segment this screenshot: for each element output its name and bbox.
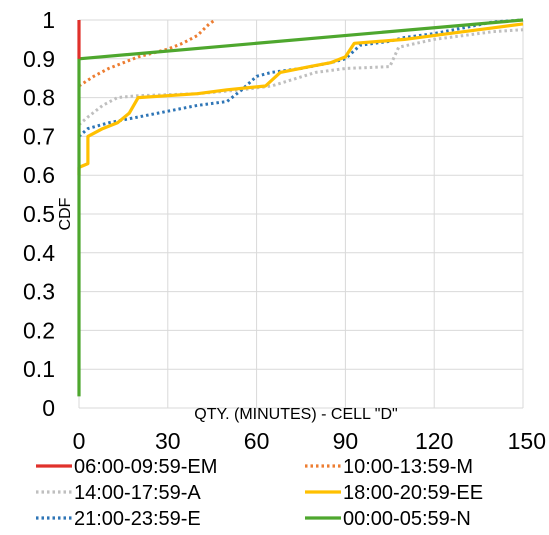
y-tick-label: 0.7 bbox=[23, 123, 55, 149]
y-tick-label: 0.6 bbox=[23, 162, 55, 188]
legend-label: 18:00-20:59-EE bbox=[343, 482, 483, 504]
series-line-4 bbox=[77, 22, 524, 176]
y-axis-title: CDF bbox=[57, 197, 74, 230]
legend-label: 06:00-09:59-EM bbox=[74, 456, 217, 478]
y-tick-label: 0 bbox=[42, 395, 55, 421]
series-lines bbox=[77, 18, 524, 397]
y-tick-label: 0.2 bbox=[23, 317, 55, 343]
y-tick-label: 0.8 bbox=[23, 85, 55, 111]
x-tick-label: 90 bbox=[333, 428, 359, 454]
x-tick-label: 0 bbox=[73, 428, 86, 454]
y-tick-labels: 0 0.1 0.2 0.3 0.4 0.5 0.6 0.7 0.8 0.9 1 bbox=[23, 7, 55, 421]
y-tick-label: 0.3 bbox=[23, 279, 55, 305]
legend-label: 10:00-13:59-M bbox=[343, 456, 473, 478]
y-tick-label: 1 bbox=[42, 7, 55, 33]
legend-label: 14:00-17:59-A bbox=[74, 482, 201, 504]
x-axis-title: QTY. (MINUTES) - CELL "D" bbox=[194, 406, 397, 423]
x-tick-label: 30 bbox=[155, 428, 181, 454]
x-tick-label: 60 bbox=[244, 428, 270, 454]
y-tick-label: 0.1 bbox=[23, 356, 55, 382]
legend-label: 21:00-23:59-E bbox=[74, 508, 201, 530]
y-tick-label: 0.9 bbox=[23, 46, 55, 72]
legend: 06:00-09:59-EM 10:00-13:59-M 14:00-17:59-A… bbox=[36, 456, 483, 530]
series-line-3 bbox=[78, 28, 524, 126]
legend-label: 00:00-05:59-N bbox=[343, 508, 471, 530]
y-tick-label: 0.5 bbox=[23, 201, 55, 227]
x-tick-label: 150 bbox=[508, 428, 546, 454]
x-tick-labels: 0 30 60 90 120 150 bbox=[73, 428, 546, 454]
x-tick-label: 120 bbox=[415, 428, 453, 454]
series-line-2 bbox=[78, 18, 217, 88]
y-tick-label: 0.4 bbox=[23, 240, 55, 266]
